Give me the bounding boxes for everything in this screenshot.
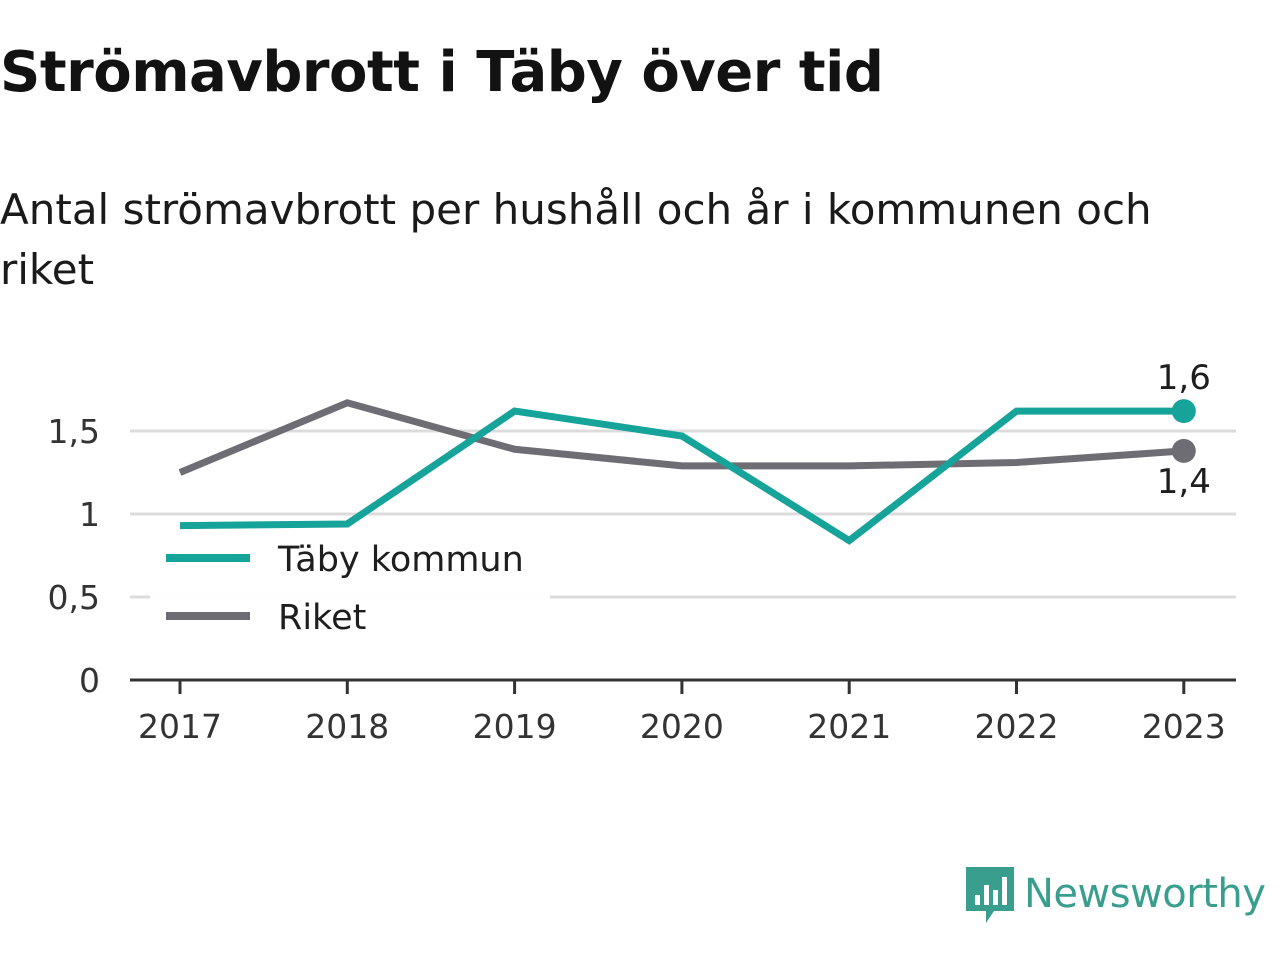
brand-name: Newsworthy (1024, 871, 1266, 917)
x-tick-label: 2020 (640, 707, 724, 746)
x-tick-label: 2021 (807, 707, 891, 746)
y-axis-labels: 0 0,5 1 1,5 (48, 412, 100, 700)
y-tick-label: 0,5 (48, 578, 100, 617)
end-value-label: 1,4 (1157, 462, 1211, 502)
end-marker-taby-kommun (1171, 399, 1196, 424)
x-tick-label: 2018 (305, 707, 389, 746)
legend-label: Täby kommun (277, 540, 524, 580)
chart-subtitle: Antal strömavbrott per hushåll och år i … (0, 185, 1152, 294)
x-tick-label: 2019 (473, 707, 557, 746)
y-tick-label: 0 (79, 661, 100, 700)
series-lines (178, 399, 1196, 545)
chart-title: Strömavbrott i Täby över tid (0, 40, 884, 105)
legend: Täby kommun Riket (150, 532, 550, 652)
newsworthy-chart-logo-icon (966, 867, 1014, 923)
x-tick-label: 2022 (975, 707, 1059, 746)
legend-background (150, 532, 550, 652)
x-tick-label: 2023 (1142, 707, 1226, 746)
legend-label: Riket (278, 598, 366, 638)
x-tick-label: 2017 (138, 707, 222, 746)
x-axis: 2017 2018 2019 2020 2021 2022 2023 (130, 678, 1236, 746)
y-tick-label: 1 (79, 495, 100, 534)
y-tick-label: 1,5 (48, 412, 100, 451)
end-marker-riket (1171, 438, 1196, 463)
end-labels: 1,6 1,4 (1157, 358, 1211, 502)
newsworthy-brand: Newsworthy (964, 862, 1266, 926)
end-value-label: 1,6 (1157, 358, 1211, 398)
series-line-taby-kommun (179, 407, 1184, 545)
series-line-riket (178, 399, 1185, 476)
